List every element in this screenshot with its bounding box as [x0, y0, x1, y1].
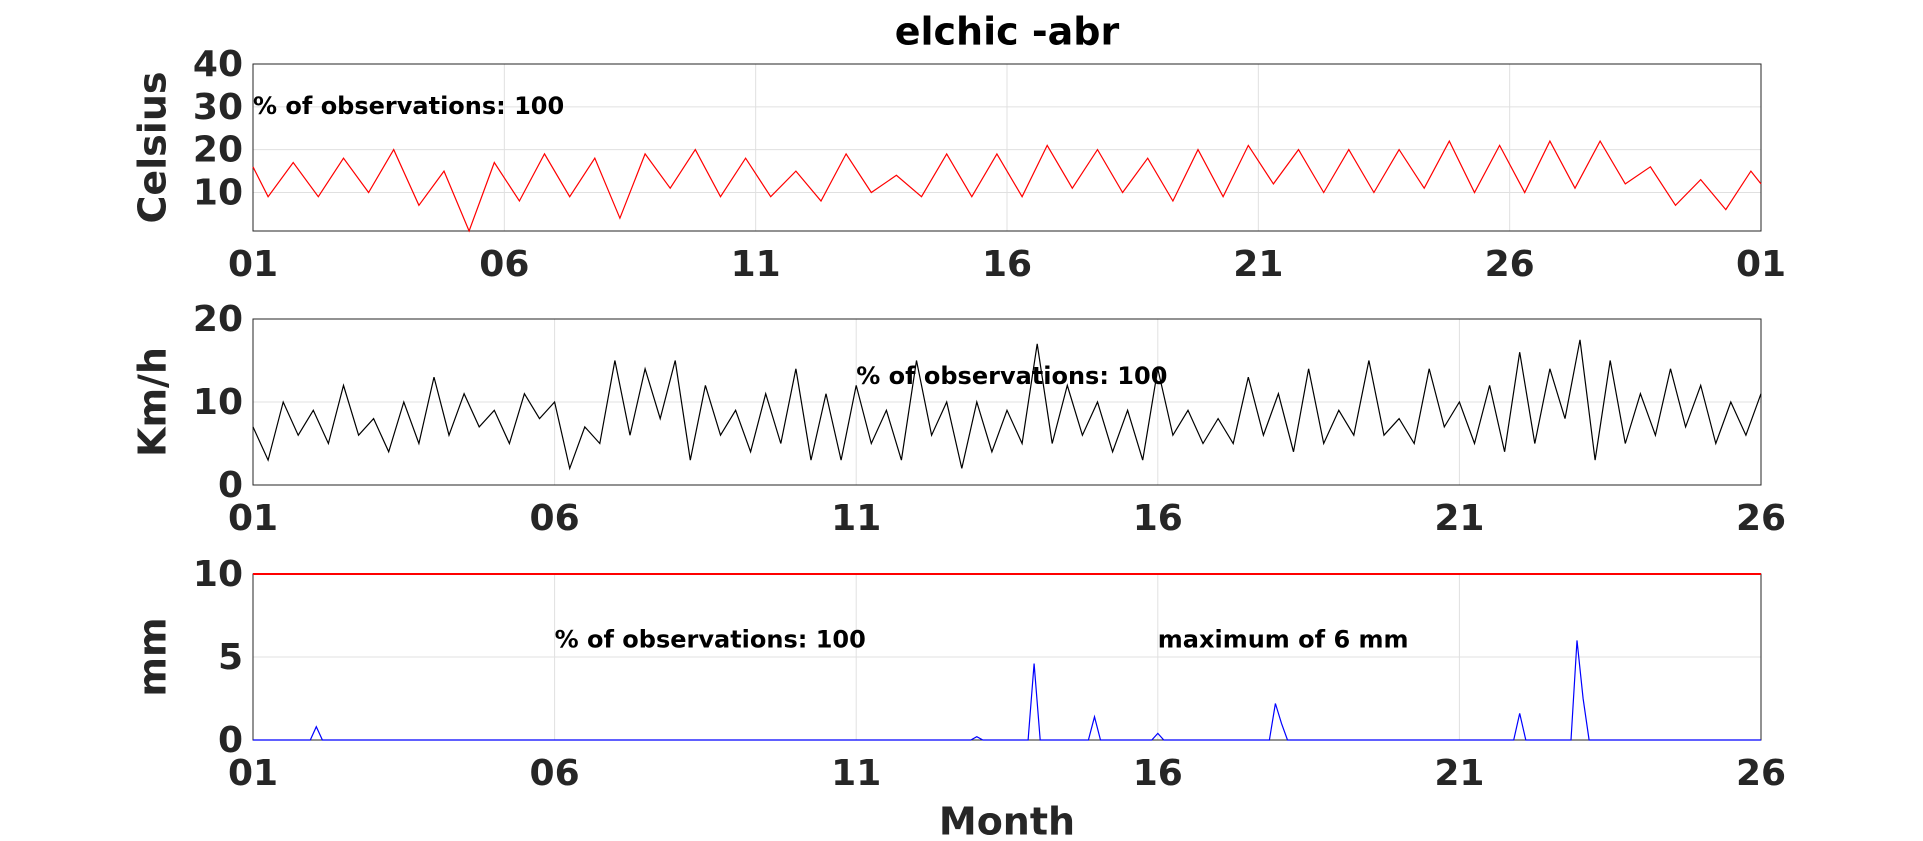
x-tick-label: 16 — [1133, 498, 1183, 539]
y-tick-label: 0 — [218, 720, 243, 761]
annotation: maximum of 6 mm — [1158, 625, 1409, 653]
x-tick-label: 01 — [228, 498, 278, 539]
x-tick-label: 06 — [530, 753, 580, 794]
y-axis-label: Km/h — [131, 347, 175, 457]
x-axis-label: Month — [939, 800, 1075, 841]
y-tick-label: 40 — [193, 44, 243, 85]
y-tick-label: 5 — [218, 637, 243, 678]
y-axis-label: Celsius — [131, 72, 175, 224]
x-tick-label: 01 — [228, 753, 278, 794]
annotation: % of observations: 100 — [856, 362, 1167, 390]
x-tick-label: 21 — [1434, 753, 1484, 794]
x-tick-label: 26 — [1485, 244, 1535, 285]
data-line — [252, 139, 1762, 233]
x-tick-label: 11 — [731, 244, 781, 285]
axes-box — [252, 63, 1762, 232]
y-tick-label: 20 — [193, 299, 243, 340]
data-line — [253, 640, 1761, 741]
x-tick-label: 16 — [982, 244, 1032, 285]
y-axis-label: mm — [131, 617, 175, 696]
x-tick-label: 16 — [1133, 753, 1183, 794]
annotation: % of observations: 100 — [555, 625, 866, 653]
x-tick-label: 06 — [530, 498, 580, 539]
chart-title: elchic -abr — [895, 10, 1120, 54]
x-tick-label: 21 — [1434, 498, 1484, 539]
x-tick-label: 06 — [479, 244, 529, 285]
axes-box — [252, 318, 1762, 486]
x-tick-label: 01 — [1736, 244, 1786, 285]
y-tick-label: 30 — [193, 87, 243, 128]
x-tick-label: 21 — [1233, 244, 1283, 285]
annotation: % of observations: 100 — [253, 92, 564, 120]
y-tick-label: 10 — [193, 172, 243, 213]
x-tick-label: 26 — [1736, 753, 1786, 794]
x-tick-label: 01 — [228, 244, 278, 285]
x-tick-label: 26 — [1736, 498, 1786, 539]
y-tick-label: 0 — [218, 465, 243, 506]
y-tick-label: 10 — [193, 382, 243, 423]
y-tick-label: 10 — [193, 554, 243, 595]
data-line — [252, 339, 1762, 471]
y-tick-label: 20 — [193, 130, 243, 171]
x-tick-label: 11 — [831, 753, 881, 794]
x-tick-label: 11 — [831, 498, 881, 539]
